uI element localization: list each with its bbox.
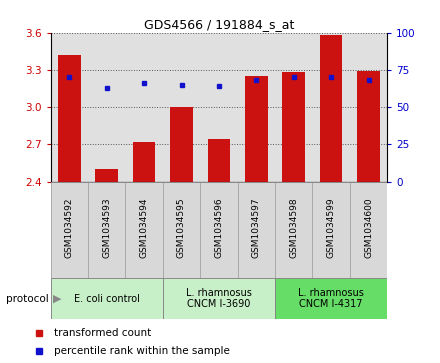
Bar — [163, 182, 200, 278]
Bar — [208, 139, 230, 182]
Title: GDS4566 / 191884_s_at: GDS4566 / 191884_s_at — [144, 19, 294, 32]
Bar — [51, 278, 163, 319]
Bar — [88, 182, 125, 278]
Text: L. rhamnosus
CNCM I-3690: L. rhamnosus CNCM I-3690 — [186, 288, 252, 309]
Text: E. coli control: E. coli control — [74, 294, 139, 303]
Bar — [133, 142, 155, 182]
Bar — [200, 182, 238, 278]
Bar — [357, 71, 380, 182]
Text: ▶: ▶ — [53, 294, 61, 303]
Text: GSM1034593: GSM1034593 — [102, 197, 111, 258]
Text: L. rhamnosus
CNCM I-4317: L. rhamnosus CNCM I-4317 — [298, 288, 364, 309]
Bar — [238, 182, 275, 278]
Bar — [170, 107, 193, 182]
Text: transformed count: transformed count — [54, 328, 151, 338]
Bar — [320, 35, 342, 182]
Bar — [275, 278, 387, 319]
Text: GSM1034599: GSM1034599 — [326, 197, 336, 258]
Text: GSM1034600: GSM1034600 — [364, 197, 373, 258]
Bar — [312, 182, 350, 278]
Bar — [125, 182, 163, 278]
Text: GSM1034596: GSM1034596 — [214, 197, 224, 258]
Text: GSM1034598: GSM1034598 — [289, 197, 298, 258]
Text: GSM1034594: GSM1034594 — [139, 197, 149, 258]
Text: GSM1034595: GSM1034595 — [177, 197, 186, 258]
Bar — [282, 72, 305, 182]
Text: percentile rank within the sample: percentile rank within the sample — [54, 346, 230, 356]
Bar — [58, 55, 81, 182]
Bar — [275, 182, 312, 278]
Text: GSM1034592: GSM1034592 — [65, 197, 74, 258]
Bar — [51, 182, 88, 278]
Bar — [245, 76, 268, 182]
Text: protocol: protocol — [6, 294, 48, 303]
Bar — [95, 169, 118, 182]
Bar — [350, 182, 387, 278]
Text: GSM1034597: GSM1034597 — [252, 197, 261, 258]
Bar — [163, 278, 275, 319]
